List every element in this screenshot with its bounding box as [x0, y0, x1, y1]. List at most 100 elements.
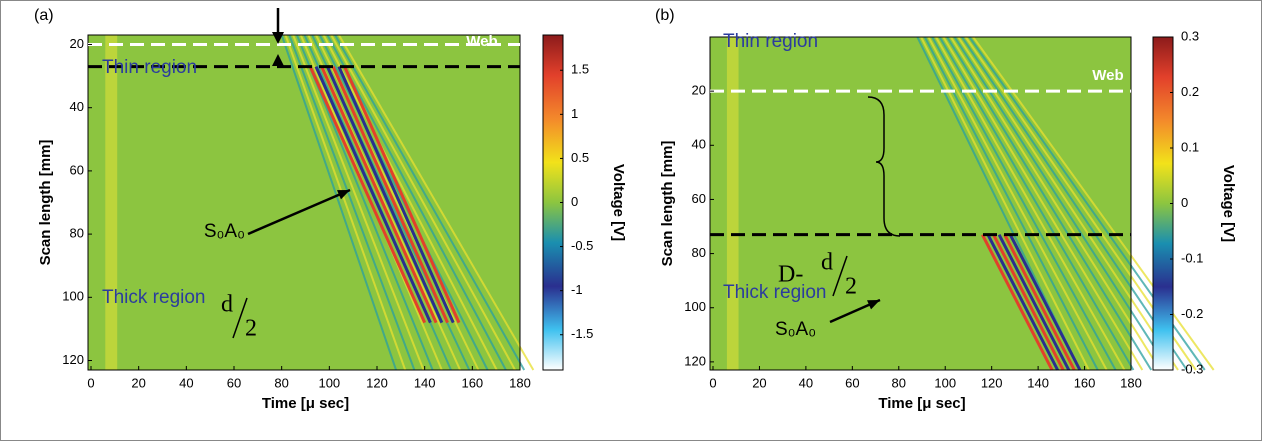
- mode-stripe: [337, 65, 455, 324]
- fraction-numerator: d: [821, 250, 833, 276]
- mode-stripe: [997, 233, 1071, 371]
- x-tick-label: 120: [981, 375, 1003, 390]
- colorbar-tick-label: -1.5: [571, 326, 593, 341]
- fraction-numerator: d: [221, 292, 233, 318]
- wave-stripe: [942, 36, 1144, 371]
- arrow-head: [867, 300, 880, 310]
- fraction-denominator: 2: [845, 274, 857, 300]
- colorbar-tick-label: -0.5: [571, 238, 593, 253]
- x-tick-label: 180: [1120, 375, 1142, 390]
- wave-stripe: [961, 36, 1188, 371]
- y-tick-label: 20: [70, 36, 84, 51]
- wave-stripe: [326, 34, 507, 371]
- plot-frame: [87, 34, 521, 371]
- colorbar-tick-label: 0: [1181, 195, 1188, 210]
- x-tick-label: 20: [131, 375, 145, 390]
- x-tick-label: 60: [227, 375, 241, 390]
- colorbar-tick-label: 0.3: [1181, 28, 1199, 43]
- mode-stripe: [343, 65, 461, 324]
- web-label: Web: [1092, 67, 1123, 84]
- mode-stripe: [331, 65, 449, 324]
- x-tick-label: 40: [799, 375, 813, 390]
- y-axis-label: Scan length [mm]: [659, 141, 676, 267]
- x-tick-label: 160: [461, 375, 483, 390]
- panel-b: (b)0 20 40 60 80 100 120 140 160 1802040608010012…: [655, 7, 1237, 412]
- thin-region-label: Thin region: [102, 57, 197, 78]
- web-label: Web: [466, 33, 497, 50]
- colorbar-tick-label: -1: [571, 282, 583, 297]
- wave-stripe: [292, 34, 425, 371]
- mode-stripe: [308, 65, 427, 324]
- thick-region-label: Thick region: [102, 287, 206, 308]
- colorbar-label: Voltage [V]: [610, 164, 627, 241]
- x-tick-label: 60: [845, 375, 859, 390]
- y-tick-label: 80: [692, 245, 706, 260]
- colorbar-tick-label: 0: [571, 194, 578, 209]
- x-tick-label: 120: [366, 375, 388, 390]
- panel-label: (b): [655, 7, 675, 24]
- x-tick-label: 180: [509, 375, 531, 390]
- thin-region-label: Thin region: [723, 31, 818, 52]
- y-tick-label: 60: [692, 191, 706, 206]
- mode-label: S₀A₀: [775, 319, 816, 340]
- x-tick-label: 140: [414, 375, 436, 390]
- y-tick-label: 120: [62, 352, 84, 367]
- early-band: [105, 35, 118, 370]
- plot-frame: [709, 36, 1132, 371]
- wave-stripe: [330, 34, 516, 371]
- wave-stripe: [322, 34, 498, 371]
- panel-label: (a): [34, 7, 54, 24]
- brace: [867, 96, 901, 237]
- x-tick-label: 80: [892, 375, 906, 390]
- wave-stripe: [927, 36, 1108, 371]
- colorbar-label: Voltage [V]: [1220, 165, 1237, 242]
- mode-stripe: [1003, 233, 1076, 371]
- wave-stripe: [288, 34, 416, 371]
- fraction-prefix: D-: [778, 262, 803, 288]
- arrow-head: [272, 54, 284, 66]
- y-axis-label: Scan length [mm]: [37, 140, 54, 266]
- y-tick-label: 60: [70, 162, 84, 177]
- mode-label: S₀A₀: [204, 221, 245, 242]
- x-tick-label: 140: [1027, 375, 1049, 390]
- fraction-denominator: 2: [245, 316, 257, 342]
- mode-stripe: [986, 233, 1059, 371]
- x-tick-label: 20: [752, 375, 766, 390]
- panel-a: (a)0 20 40 60 80 100 120 140 160 1802040608010012…: [34, 7, 627, 412]
- arrow-head: [272, 32, 284, 44]
- fraction-slash: [232, 297, 248, 339]
- x-tick-label: 40: [179, 375, 193, 390]
- mode-stripe: [320, 65, 438, 324]
- x-axis-label: Time [μ sec]: [878, 395, 965, 412]
- y-tick-label: 120: [684, 353, 706, 368]
- colorbar-tick-label: -0.1: [1181, 250, 1203, 265]
- x-axis-label: Time [μ sec]: [262, 395, 349, 412]
- thick-region-label: Thick region: [723, 282, 827, 303]
- y-tick-label: 100: [684, 299, 706, 314]
- colorbar-tick-label: 0.2: [1181, 84, 1199, 99]
- mode-stripe: [314, 65, 432, 324]
- early-band: [726, 37, 739, 370]
- colorbar-tick-label: 0.5: [571, 150, 589, 165]
- colorbar-tick-label: 1.5: [571, 62, 589, 77]
- wave-stripe: [946, 36, 1153, 371]
- fraction-slash: [832, 255, 848, 297]
- mode-stripe: [326, 65, 444, 324]
- y-tick-label: 40: [70, 99, 84, 114]
- x-tick-label: 0: [709, 375, 716, 390]
- x-tick-label: 160: [1074, 375, 1096, 390]
- mode-stripe: [992, 233, 1065, 371]
- colorbar-tick-label: -0.2: [1181, 306, 1203, 321]
- colorbar-tick-label: 1: [571, 106, 578, 121]
- mode-stripe: [981, 233, 1054, 371]
- colorbar-tick-label: 0.1: [1181, 139, 1199, 154]
- y-tick-label: 20: [692, 83, 706, 98]
- mode-arrow: [247, 188, 351, 236]
- x-tick-label: 100: [934, 375, 956, 390]
- mode-stripe: [1008, 233, 1082, 371]
- wave-stripe: [280, 34, 398, 371]
- x-tick-label: 0: [87, 375, 94, 390]
- y-tick-label: 80: [70, 226, 84, 241]
- y-tick-label: 40: [692, 137, 706, 152]
- arrow-head: [337, 190, 350, 200]
